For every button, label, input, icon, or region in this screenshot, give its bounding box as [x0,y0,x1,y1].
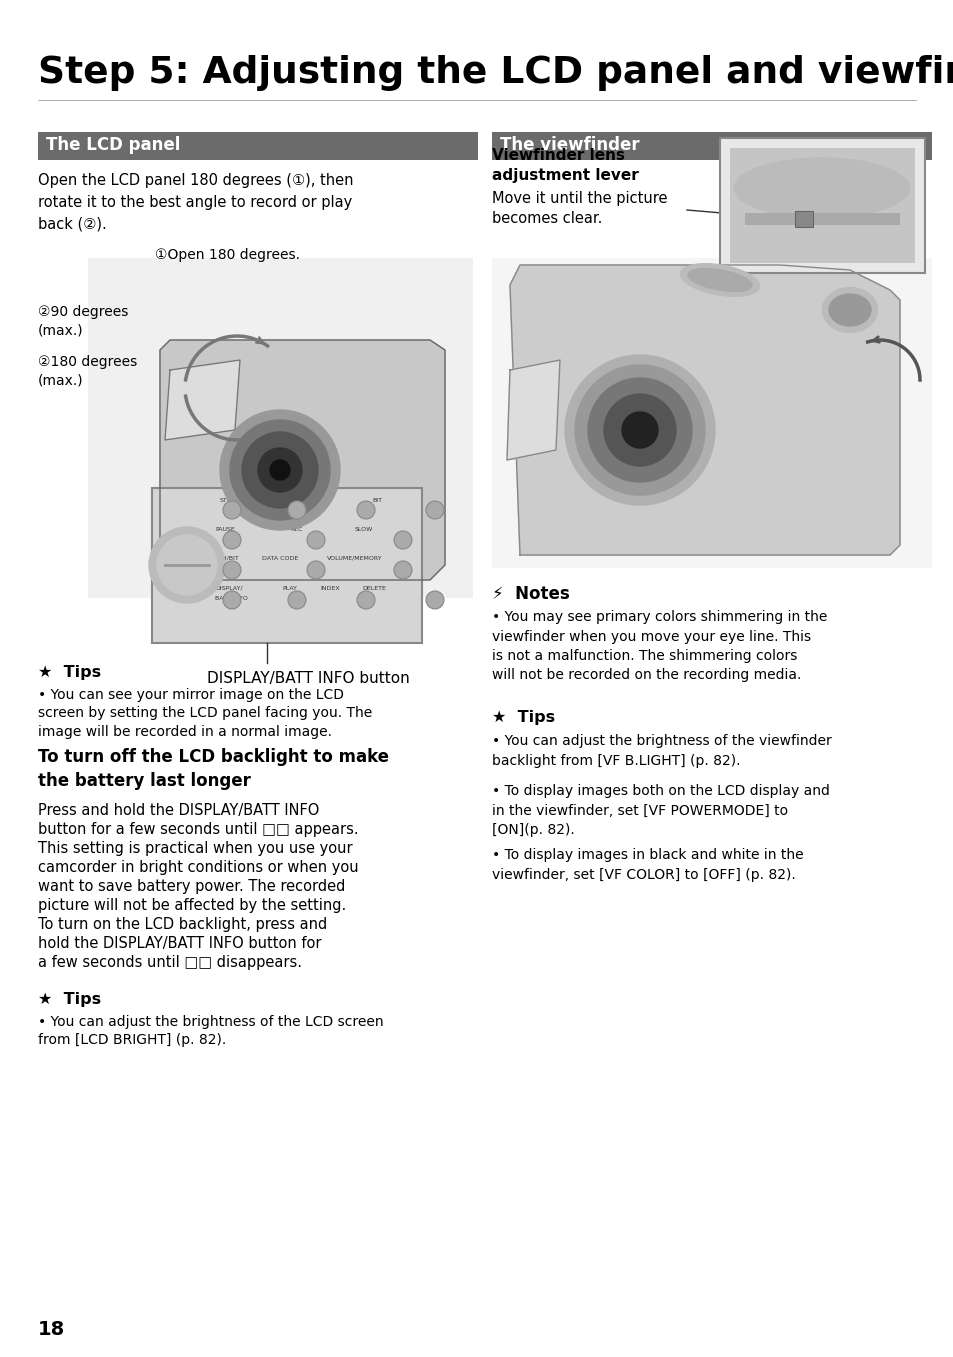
Text: BIT: BIT [372,498,381,503]
Circle shape [426,501,443,518]
Text: REC: REC [290,527,302,532]
Bar [794,210,812,227]
Circle shape [242,432,317,508]
Circle shape [257,448,302,493]
Polygon shape [165,360,240,440]
Polygon shape [506,360,559,460]
Text: SLOW: SLOW [355,527,373,532]
Text: Open the LCD panel 180 degrees (①), then
rotate it to the best angle to record o: Open the LCD panel 180 degrees (①), then… [38,172,354,231]
Text: INDEX: INDEX [319,586,339,592]
Circle shape [157,535,216,594]
Circle shape [307,560,325,579]
Text: • You may see primary colors shimmering in the
viewfinder when you move your eye: • You may see primary colors shimmering … [492,611,826,683]
Bar [729,148,914,263]
Text: TCH/BIT: TCH/BIT [214,556,239,560]
Bar [152,489,421,643]
Text: Step 5: Adjusting the LCD panel and viewfinder: Step 5: Adjusting the LCD panel and view… [38,56,953,91]
Circle shape [564,356,714,505]
Circle shape [307,531,325,550]
Text: want to save battery power. The recorded: want to save battery power. The recorded [38,879,345,894]
Text: BATT INFO: BATT INFO [214,596,248,601]
Text: • You can adjust the brightness of the LCD screen
from [LCD BRIGHT] (p. 82).: • You can adjust the brightness of the L… [38,1015,383,1048]
Polygon shape [510,265,899,555]
Circle shape [223,560,241,579]
Bar [492,132,931,160]
Text: button for a few seconds until □□ appears.: button for a few seconds until □□ appear… [38,822,358,837]
Text: • You can see your mirror image on the LCD
screen by setting the LCD panel facin: • You can see your mirror image on the L… [38,688,372,738]
Circle shape [270,460,290,480]
Text: Move it until the picture
becomes clear.: Move it until the picture becomes clear. [492,191,667,225]
Text: a few seconds until □□ disappears.: a few seconds until □□ disappears. [38,955,302,970]
Text: To turn off the LCD backlight to make
the battery last longer: To turn off the LCD backlight to make th… [38,748,389,790]
Text: ★  Tips: ★ Tips [38,992,101,1007]
Text: The viewfinder: The viewfinder [499,136,639,153]
Circle shape [426,592,443,609]
Text: • You can adjust the brightness of the viewfinder
backlight from [VF B.LIGHT] (p: • You can adjust the brightness of the v… [492,734,831,768]
Polygon shape [160,341,444,579]
Circle shape [223,531,241,550]
Circle shape [230,421,330,520]
Text: DELETE: DELETE [361,586,385,592]
Text: ①Open 180 degrees.: ①Open 180 degrees. [154,248,299,262]
Text: ②90 degrees
(max.): ②90 degrees (max.) [38,305,129,338]
Circle shape [288,592,306,609]
Circle shape [223,592,241,609]
Text: Press and hold the DISPLAY/BATT INFO: Press and hold the DISPLAY/BATT INFO [38,803,319,818]
Bar [152,489,421,643]
Text: STOP: STOP [220,498,236,503]
Circle shape [356,501,375,518]
Circle shape [356,592,375,609]
Circle shape [223,501,241,518]
Text: • To display images both on the LCD display and
in the viewfinder, set [VF POWER: • To display images both on the LCD disp… [492,784,829,837]
Text: PLAY: PLAY [282,586,296,592]
Text: This setting is practical when you use your: This setting is practical when you use y… [38,841,353,856]
Text: PAUSE: PAUSE [214,527,234,532]
Text: VOLUME/MEMORY: VOLUME/MEMORY [327,556,382,560]
Text: 18: 18 [38,1320,65,1339]
Text: The LCD panel: The LCD panel [46,136,180,153]
Circle shape [603,394,676,465]
Text: DISPLAY/: DISPLAY/ [214,586,242,592]
Text: ★  Tips: ★ Tips [38,665,101,680]
Circle shape [288,501,306,518]
Circle shape [149,527,225,603]
Circle shape [220,410,339,531]
Circle shape [587,379,691,482]
Text: hold the DISPLAY/BATT INFO button for: hold the DISPLAY/BATT INFO button for [38,936,321,951]
Bar [744,213,899,225]
Text: DATA CODE: DATA CODE [262,556,298,560]
Ellipse shape [821,288,877,332]
Circle shape [575,365,704,495]
Ellipse shape [687,269,751,292]
Text: ★  Tips: ★ Tips [492,710,555,725]
Text: camcorder in bright conditions or when you: camcorder in bright conditions or when y… [38,860,358,875]
Text: ⚡  Notes: ⚡ Notes [492,585,569,603]
Ellipse shape [828,294,870,326]
Text: To turn on the LCD backlight, press and: To turn on the LCD backlight, press and [38,917,327,932]
Bar [38,132,477,160]
Text: REW◀► PLAY: REW◀► PLAY [272,498,313,503]
Text: picture will not be affected by the setting.: picture will not be affected by the sett… [38,898,346,913]
Text: DISPLAY/BATT INFO button: DISPLAY/BATT INFO button [207,670,410,687]
Circle shape [394,560,412,579]
Ellipse shape [679,263,759,296]
Circle shape [621,413,658,448]
Text: • To display images in black and white in the
viewfinder, set [VF COLOR] to [OFF: • To display images in black and white i… [492,848,802,882]
Text: Viewfinder lens
adjustment lever: Viewfinder lens adjustment lever [492,148,639,183]
Bar [492,258,931,569]
Text: ②180 degrees
(max.): ②180 degrees (max.) [38,356,137,387]
Bar [88,258,473,598]
Ellipse shape [734,157,908,218]
Circle shape [394,531,412,550]
Bar [720,138,924,273]
